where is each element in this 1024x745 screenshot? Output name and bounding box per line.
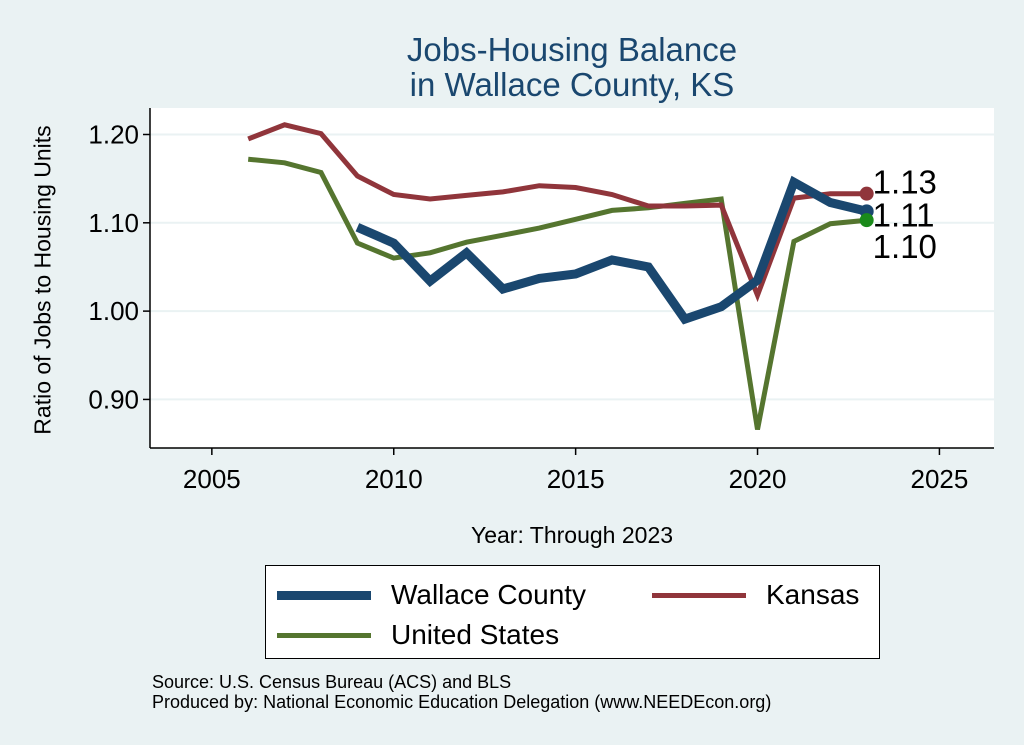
series-line-united-states xyxy=(247,156,867,430)
end-label-wallace-county: 1.11 xyxy=(873,196,935,233)
legend-swatch-united-states xyxy=(277,632,371,638)
legend-item-wallace-county: Wallace County xyxy=(277,579,586,611)
chart-title-line-1: Jobs-Housing Balance xyxy=(406,31,738,68)
end-marker-united-states xyxy=(859,213,874,228)
legend-item-united-states: United States xyxy=(277,619,559,651)
y-tick-label: 0.90 xyxy=(88,384,139,414)
legend-label-kansas: Kansas xyxy=(766,579,860,610)
legend: Wallace County Kansas United States xyxy=(265,565,880,659)
end-label-kansas: 1.13 xyxy=(873,164,937,201)
legend-item-kansas: Kansas xyxy=(652,579,859,611)
x-tick-label: 2005 xyxy=(183,464,241,494)
x-tick-label: 2010 xyxy=(365,464,423,494)
produced-by-note: Produced by: National Economic Education… xyxy=(152,692,772,712)
y-tick-label: 1.20 xyxy=(88,119,139,149)
source-note: Source: U.S. Census Bureau (ACS) and BLS xyxy=(152,672,512,692)
x-tick-label: 2025 xyxy=(911,464,969,494)
x-axis-label: Year: Through 2023 xyxy=(470,522,674,548)
y-tick-label: 1.00 xyxy=(88,296,139,326)
legend-swatch-wallace-county xyxy=(277,590,371,600)
legend-label-wallace-county: Wallace County xyxy=(391,579,587,610)
x-tick-label: 2020 xyxy=(729,464,787,494)
end-marker-kansas xyxy=(859,186,874,201)
legend-label-united-states: United States xyxy=(391,619,560,650)
y-axis-label: Ratio of Jobs to Housing Units xyxy=(29,125,56,435)
legend-swatch-kansas xyxy=(652,592,746,598)
series-line-wallace-county xyxy=(355,175,868,325)
x-tick-label: 2015 xyxy=(547,464,605,494)
end-label-united-states: 1.10 xyxy=(873,228,937,265)
y-tick-label: 1.10 xyxy=(88,208,139,238)
chart-title-line-2: in Wallace County, KS xyxy=(409,66,735,103)
series-line-kansas xyxy=(247,122,867,303)
